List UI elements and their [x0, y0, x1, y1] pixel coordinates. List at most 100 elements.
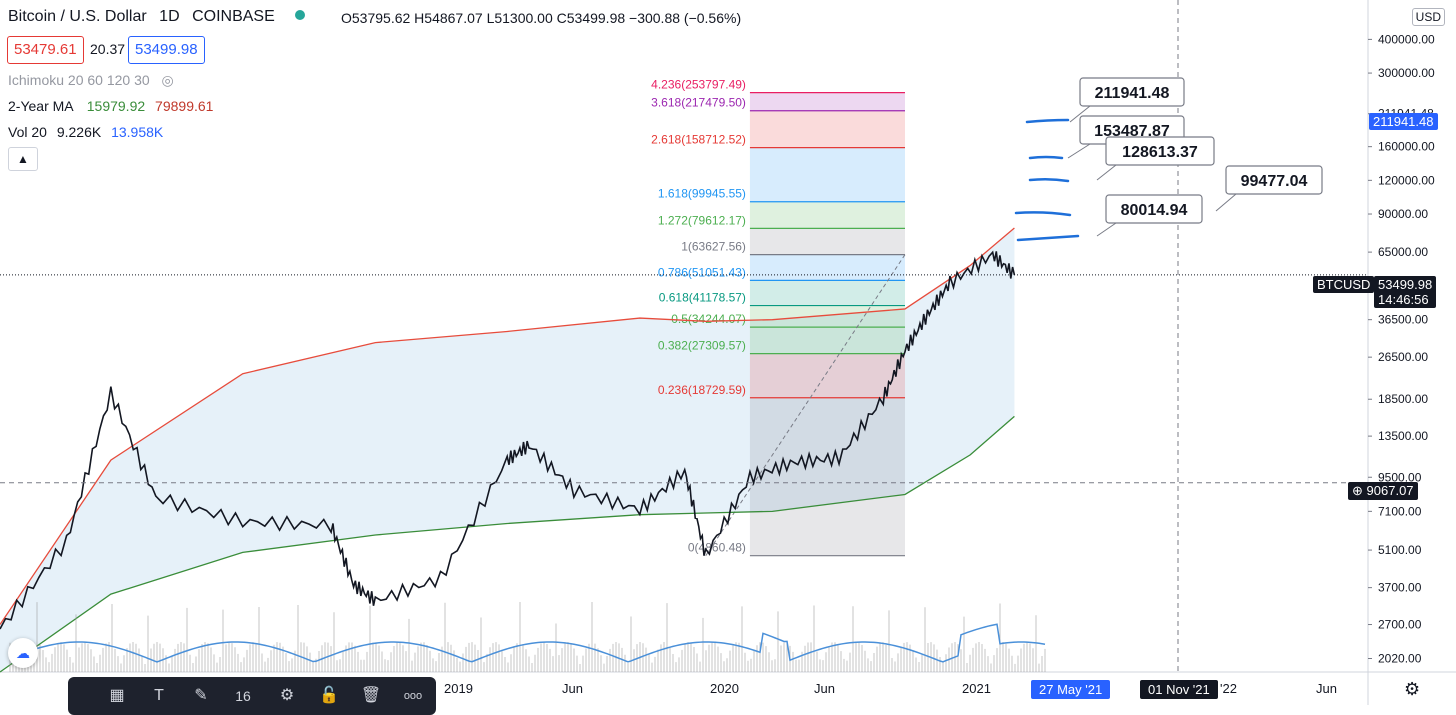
- callout-value: 211941.48: [1095, 85, 1170, 102]
- last-price-label: 53499.98 14:46:56: [1374, 276, 1437, 308]
- fib-level-label: 0.618(41178.57): [659, 291, 746, 305]
- projection-stroke: [1014, 211, 1072, 217]
- crosshair-price: 9067.07: [1366, 483, 1414, 498]
- sell-price-button[interactable]: 53479.61: [7, 36, 84, 64]
- x-tick-label: 2021: [962, 681, 991, 696]
- y-tick-label: 36500.00: [1378, 313, 1428, 327]
- btc-price-line: [0, 250, 1016, 630]
- volume-ma-line: [9, 623, 1046, 663]
- callout-value: 153487.87: [1094, 123, 1170, 140]
- more-options-icon[interactable]: ooo: [403, 690, 423, 702]
- x-tick-label: 2019: [444, 681, 473, 696]
- y-tick-label: 120000.00: [1378, 173, 1435, 187]
- add-alert-icon[interactable]: ⊕: [1352, 483, 1363, 498]
- fib-level-label: 0.5(34244.07): [671, 312, 746, 326]
- tradingview-logo-icon[interactable]: ☁: [8, 638, 38, 668]
- ma-low-value: 15979.92: [86, 98, 146, 114]
- exchange-label: COINBASE: [192, 8, 275, 25]
- ohlc-values: O53795.62 H54867.07 L51300.00 C53499.98 …: [341, 10, 742, 26]
- paint-bucket-icon[interactable]: ✎: [194, 687, 208, 704]
- fib-level-label: 0.786(51051.43): [658, 265, 746, 279]
- fib-level-label: 1(63627.56): [681, 240, 746, 254]
- interval-label[interactable]: 1D: [159, 8, 180, 25]
- buy-price-button[interactable]: 53499.98: [128, 36, 205, 64]
- callout-pointer: [1215, 193, 1237, 212]
- ma-band-fill: [0, 227, 1015, 673]
- volume-value-a: 9.226K: [56, 124, 102, 140]
- fib-level-label: 1.272(79612.17): [658, 213, 746, 227]
- fib-zone: [749, 147, 905, 202]
- y-tick-label: 5100.00: [1378, 543, 1422, 557]
- spread-value: 20.37: [90, 41, 126, 57]
- fib-level-label: 3.618(217479.50): [651, 96, 746, 110]
- fib-zone: [749, 92, 905, 111]
- fib-level-label: 0(4860.48): [688, 541, 746, 555]
- y-tick-label: 2700.00: [1378, 618, 1422, 632]
- projection-stroke: [1016, 234, 1080, 242]
- chevron-up-icon: ▲: [17, 152, 29, 166]
- layout-icon[interactable]: ▦: [109, 687, 125, 704]
- x-tick-label: 2020: [710, 681, 739, 696]
- ma-2year-x5-line: [0, 227, 1015, 625]
- ma-high-value: 79899.61: [155, 98, 214, 114]
- ichimoku-label: Ichimoku 20 60 120 30: [8, 72, 150, 88]
- y-tick-label: 3700.00: [1378, 581, 1422, 595]
- y-tick-label: 13500.00: [1378, 429, 1428, 443]
- last-symbol-tag: BTCUSD: [1313, 276, 1375, 293]
- trash-icon[interactable]: 🗑: [360, 687, 382, 704]
- fib-level-label: 0.382(27309.57): [658, 339, 746, 353]
- y-tick-label: 160000.00: [1378, 140, 1435, 154]
- fib-zone: [749, 305, 905, 328]
- settings-gear-icon[interactable]: ⚙: [1404, 679, 1421, 699]
- callout-value: 99477.04: [1241, 173, 1308, 190]
- fib-zone: [749, 353, 905, 398]
- x-tick-label: Jun: [562, 681, 583, 696]
- crosshair-price-label: ⊕ 9067.07: [1348, 482, 1418, 500]
- fib-level-label: 2.618(158712.52): [651, 133, 746, 147]
- last-price: 53499.98: [1378, 277, 1433, 292]
- volume-legend[interactable]: Vol 20 9.226K 13.958K: [8, 124, 163, 140]
- bar-countdown: 14:46:56: [1378, 292, 1429, 307]
- ma-legend[interactable]: 2-Year MA 15979.92 79899.61: [8, 98, 213, 114]
- x-tick-label: Jun: [1316, 681, 1337, 696]
- y-tick-label: 400000.00: [1378, 32, 1435, 46]
- x-tick-label: '22: [1220, 681, 1237, 696]
- callout-value: 128613.37: [1122, 144, 1198, 161]
- unlock-icon[interactable]: 🔓: [319, 687, 339, 704]
- y-tick-label: 65000.00: [1378, 245, 1428, 259]
- symbol-header: Bitcoin / U.S. Dollar 1D COINBASE O53795…: [8, 8, 741, 26]
- volume-label: Vol 20: [8, 124, 47, 140]
- settings-icon[interactable]: ⚙: [279, 687, 295, 704]
- callout-pointer: [1096, 222, 1117, 237]
- symbol-name: Bitcoin / U.S. Dollar: [8, 8, 147, 25]
- text-tool-icon[interactable]: T: [154, 687, 164, 704]
- highlight-price-label: 211941.48: [1369, 113, 1438, 130]
- y-tick-label: 26500.00: [1378, 350, 1428, 364]
- callout-box: [1105, 194, 1203, 224]
- market-status-icon: [295, 10, 306, 20]
- x-tick-label: Jun: [814, 681, 835, 696]
- y-tick-label: 18500.00: [1378, 392, 1428, 406]
- callout-pointer: [1096, 164, 1117, 181]
- fib-zone: [749, 397, 905, 556]
- crosshair-date-label: 01 Nov '21: [1140, 680, 1218, 699]
- hidden-eye-icon[interactable]: ◎: [161, 72, 174, 88]
- ichimoku-legend[interactable]: Ichimoku 20 60 120 30 ◎: [8, 72, 174, 89]
- callout-pointer: [1069, 105, 1091, 123]
- projection-stroke: [1028, 155, 1064, 160]
- fib-zone: [749, 254, 905, 281]
- callout-box: [1225, 165, 1323, 195]
- fib-zone: [749, 228, 905, 255]
- fib-level-label: 0.236(18729.59): [658, 383, 746, 397]
- callout-box: [1079, 77, 1185, 107]
- collapse-legend-button[interactable]: ▲: [8, 147, 38, 171]
- drawing-toolbar: ▦ T ✎ 16 ⚙ 🔓 🗑 ooo: [68, 677, 436, 715]
- fib-zone: [749, 327, 905, 354]
- projection-stroke: [1025, 118, 1070, 124]
- ma-label: 2-Year MA: [8, 98, 73, 114]
- line-width-value[interactable]: 16: [235, 688, 251, 704]
- currency-button[interactable]: USD: [1411, 8, 1445, 26]
- fib-zone: [749, 110, 905, 148]
- y-tick-label: 7100.00: [1378, 504, 1422, 518]
